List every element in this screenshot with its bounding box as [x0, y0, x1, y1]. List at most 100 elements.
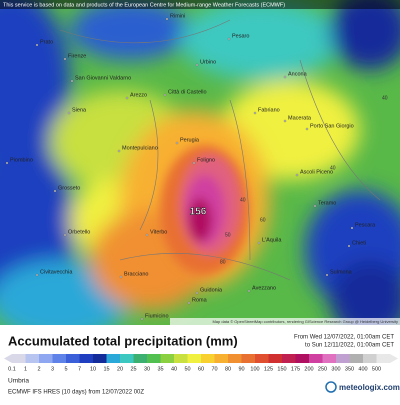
- place-label: Porto San Giorgio: [310, 123, 354, 129]
- legend-label: 500: [372, 366, 381, 372]
- place-label: Montepulciano: [122, 145, 158, 151]
- place-label: Rimini: [170, 13, 185, 19]
- legend-swatch: [133, 354, 148, 363]
- banner-bg: [0, 0, 400, 9]
- place-dot: [119, 275, 123, 279]
- place-dot: [5, 161, 9, 165]
- legend-end: [390, 354, 398, 363]
- place-dot: [247, 289, 251, 293]
- place-dot: [283, 75, 287, 79]
- legend-label: 30: [144, 366, 150, 372]
- place-label: Sulmona: [330, 269, 353, 275]
- place-label: Perugia: [180, 137, 200, 143]
- legend-swatch: [12, 354, 26, 363]
- place-dot: [165, 17, 169, 21]
- place-dot: [257, 241, 261, 245]
- place-label: Ascoli Piceno: [300, 169, 333, 175]
- place-label: Viterbo: [150, 229, 167, 235]
- contour-label: 40: [330, 165, 336, 171]
- place-dot: [117, 149, 121, 153]
- panel-title: Accumulated total precipitation (mm): [8, 333, 238, 348]
- legend-swatch: [322, 354, 337, 363]
- place-label: Teramo: [318, 200, 336, 206]
- from-time: From Wed 12/07/2022, 01:00am CET: [294, 335, 394, 341]
- place-dot: [325, 273, 329, 277]
- place-label: Macerata: [288, 115, 312, 121]
- legend-label: 350: [345, 366, 354, 372]
- legend-swatch: [25, 354, 40, 363]
- precip-map: [0, 0, 400, 325]
- place-dot: [125, 96, 129, 100]
- place-label: Piombino: [10, 157, 33, 163]
- legend-label: 5: [64, 366, 67, 372]
- legend-swatch: [120, 354, 134, 363]
- legend-swatch: [39, 354, 53, 363]
- legend-label: 125: [264, 366, 273, 372]
- contour-label: 80: [220, 259, 226, 265]
- place-dot: [295, 173, 299, 177]
- legend-label: 400: [358, 366, 367, 372]
- place-dot: [67, 111, 71, 115]
- place-dot: [187, 301, 191, 305]
- place-label: Firenze: [68, 53, 86, 59]
- place-label: Roma: [192, 297, 208, 303]
- place-dot: [145, 233, 149, 237]
- model: ECMWF IFS HRES (10 days) from 12/07/2022…: [8, 390, 144, 396]
- place-dot: [63, 57, 67, 61]
- legend-swatch: [268, 354, 283, 363]
- attribution-bg: [170, 318, 400, 325]
- region: Umbria: [8, 378, 29, 385]
- brand-logo: [325, 381, 337, 393]
- contour-label: 60: [260, 217, 266, 223]
- legend-label: 175: [291, 366, 300, 372]
- place-label: Guidonia: [200, 287, 223, 293]
- place-label: Ancona: [288, 71, 308, 77]
- place-label: Pesaro: [232, 33, 249, 39]
- legend-swatch: [309, 354, 323, 363]
- place-label: Bracciano: [124, 271, 148, 277]
- place-label: Civitavecchia: [40, 269, 73, 275]
- legend-label: 70: [211, 366, 217, 372]
- legend-swatch: [363, 354, 377, 363]
- place-label: Orbetello: [68, 229, 90, 235]
- legend-swatch: [160, 354, 175, 363]
- place-dot: [63, 233, 67, 237]
- max-label: 156: [190, 207, 207, 218]
- legend-label: 25: [130, 366, 136, 372]
- place-dot: [175, 141, 179, 145]
- legend-swatch: [79, 354, 94, 363]
- legend-label: 60: [198, 366, 204, 372]
- place-dot: [305, 127, 309, 131]
- legend-swatch: [228, 354, 242, 363]
- place-label: L'Aquila: [262, 237, 282, 243]
- contour-label: 40: [382, 95, 388, 101]
- place-dot: [192, 161, 196, 165]
- legend-label: 40: [171, 366, 177, 372]
- legend-swatch: [174, 354, 188, 363]
- legend-swatch: [336, 354, 350, 363]
- legend-swatch: [52, 354, 67, 363]
- place-dot: [35, 43, 39, 47]
- place-label: Fabriano: [258, 107, 280, 113]
- legend-label: 300: [331, 366, 340, 372]
- place-dot: [195, 63, 199, 67]
- legend-swatch: [241, 354, 256, 363]
- brand: meteologix.com: [339, 383, 400, 392]
- legend-label: 200: [304, 366, 313, 372]
- place-label: Prato: [40, 39, 53, 45]
- legend-end: [4, 354, 12, 363]
- place-label: Pescara: [355, 222, 376, 228]
- legend-swatch: [106, 354, 121, 363]
- legend-label: 90: [238, 366, 244, 372]
- legend-swatch: [66, 354, 80, 363]
- to-time: to Sun 12/11/2022, 01:00am CET: [305, 343, 394, 349]
- place-dot: [53, 189, 57, 193]
- place-dot: [347, 244, 351, 248]
- contour-label: 40: [240, 197, 246, 203]
- place-label: Fiumicino: [145, 313, 169, 319]
- place-dot: [350, 226, 354, 230]
- place-label: San Giovanni Valdarno: [75, 75, 131, 81]
- place-dot: [253, 111, 257, 115]
- legend-label: 3: [51, 366, 54, 372]
